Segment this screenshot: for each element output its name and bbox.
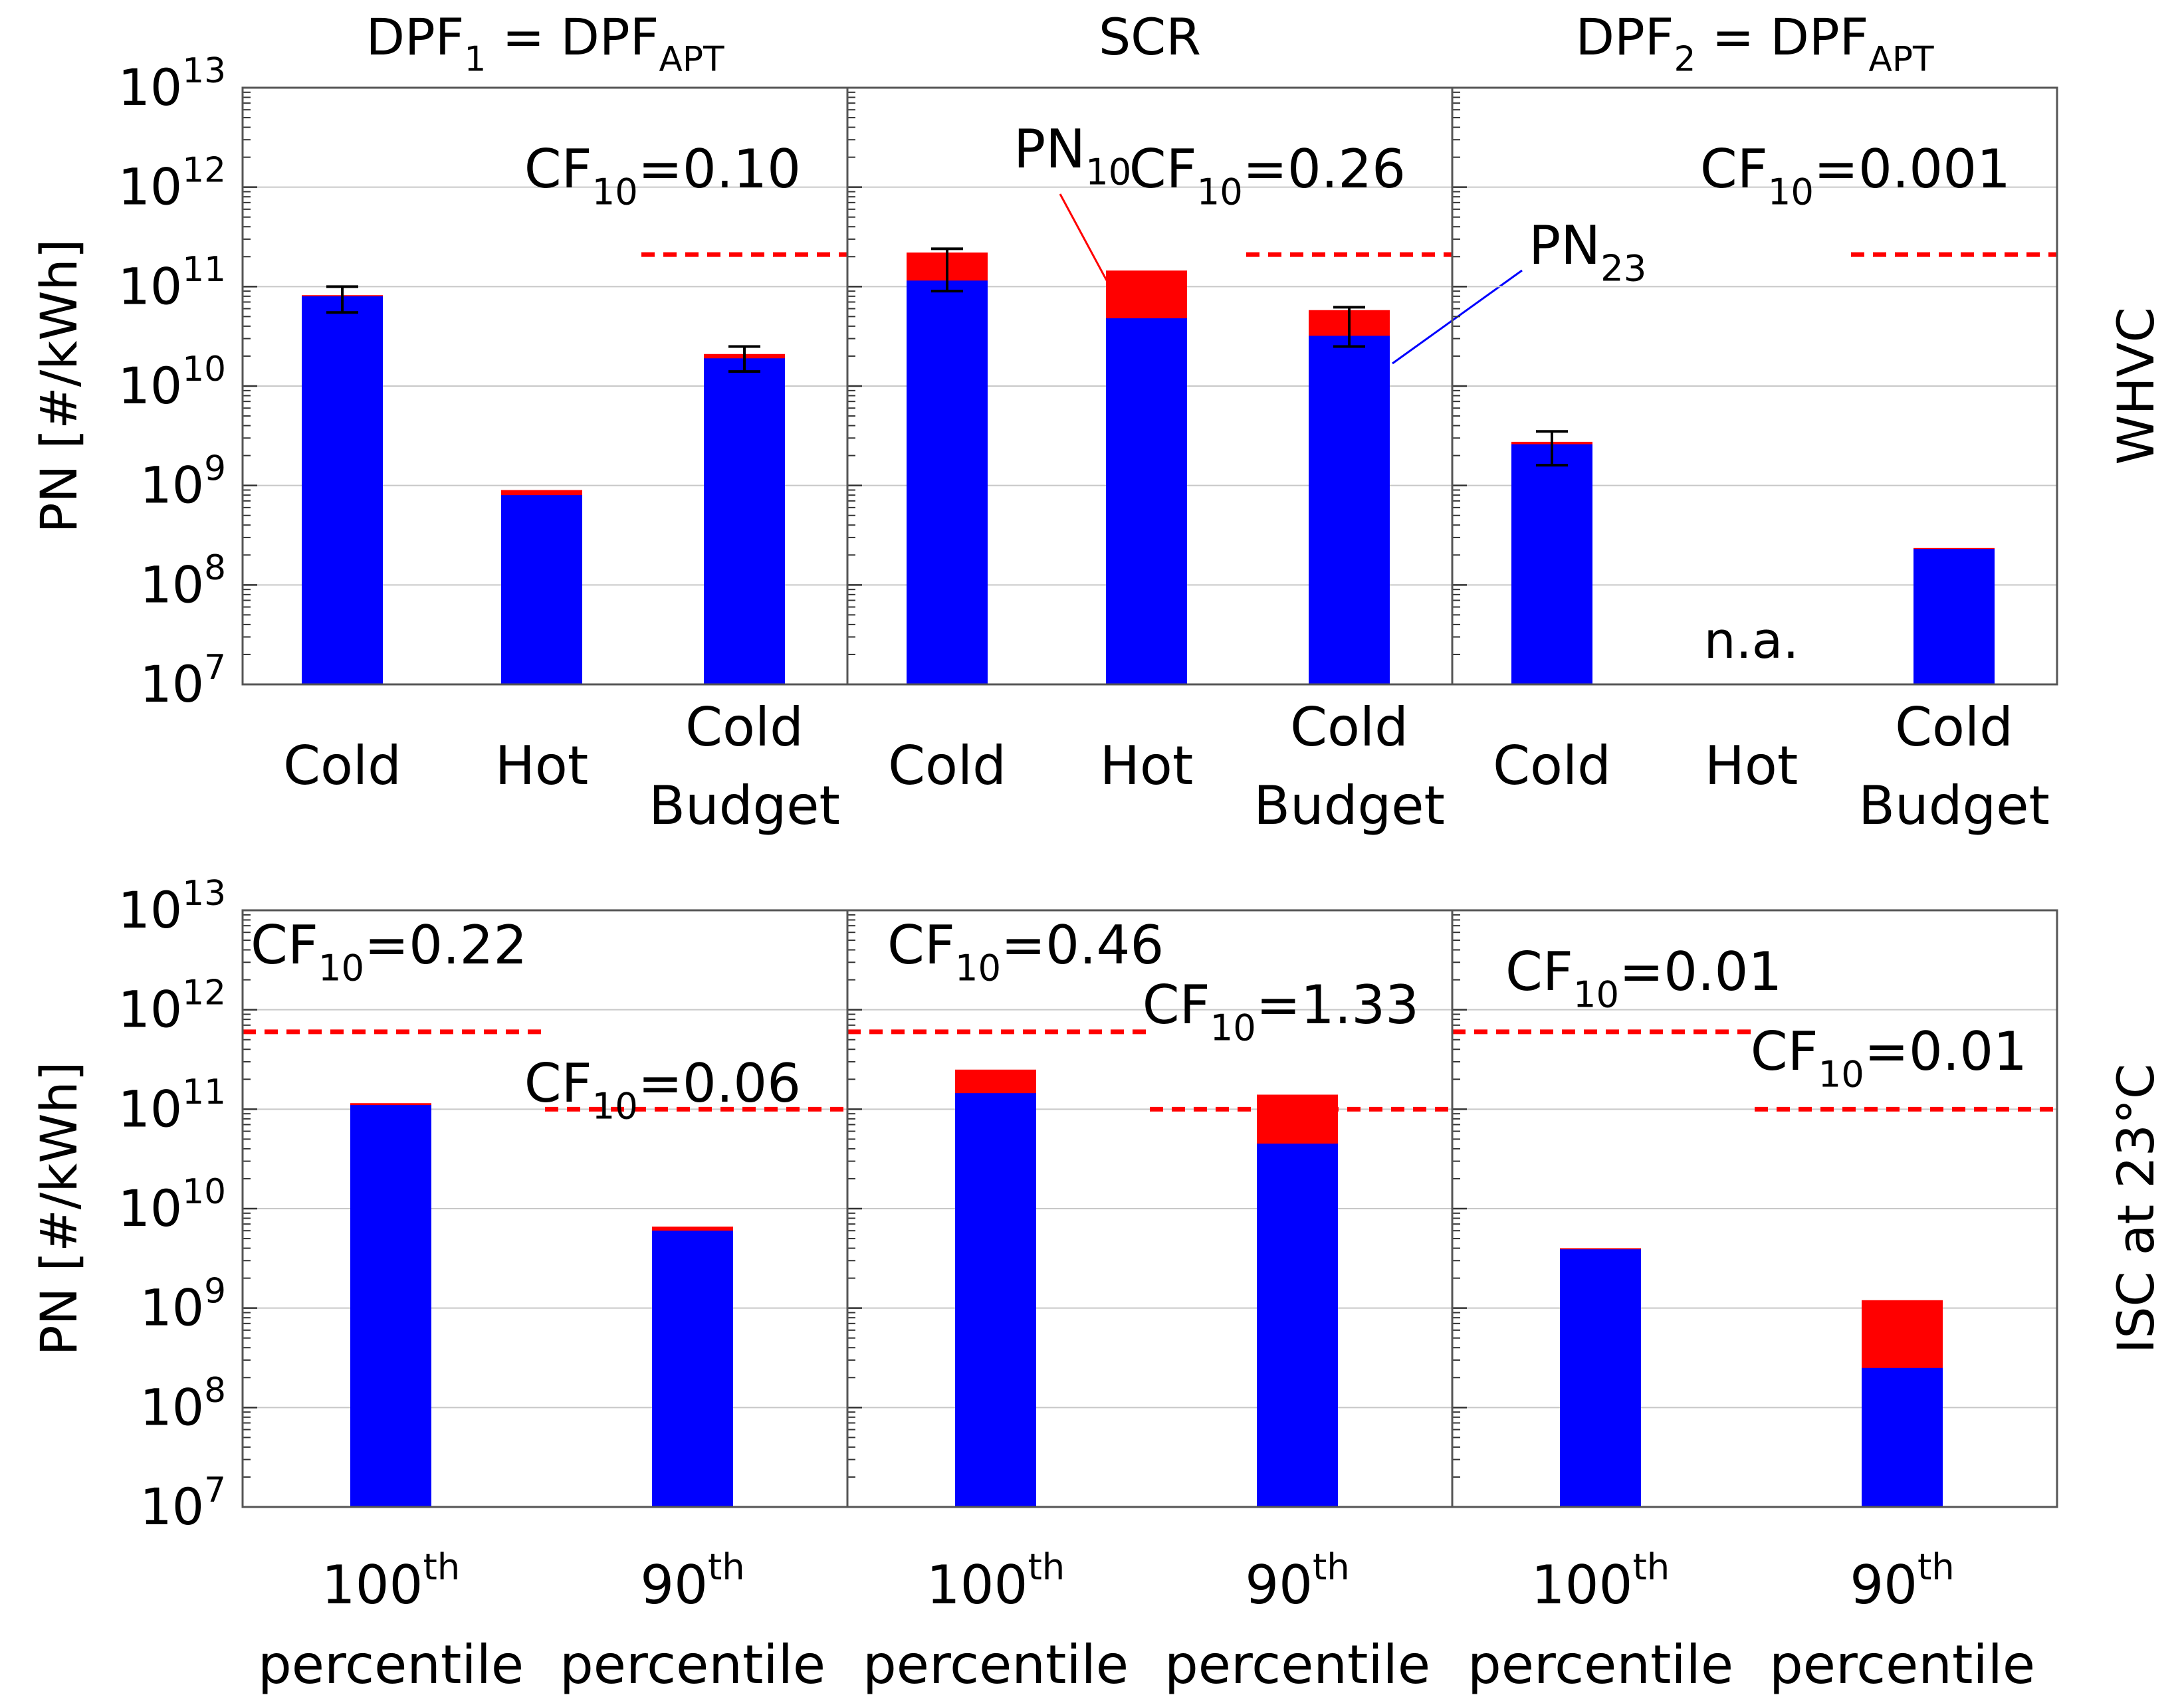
panel-1-1 — [241, 86, 849, 686]
category-label: percentile — [258, 1634, 524, 1696]
cf-annotation: CF10=0.10 — [524, 138, 801, 213]
category-label: 100th — [1531, 1546, 1670, 1616]
panel-1-3: n.a. — [1451, 86, 2058, 686]
column-title: DPF1 = DPFAPT — [366, 7, 724, 79]
category-label: percentile — [863, 1634, 1129, 1696]
bar-pn23 — [907, 280, 988, 684]
bar-pn23 — [350, 1105, 431, 1507]
category-label: 100th — [927, 1546, 1065, 1616]
y-tick-label: 1011 — [118, 250, 226, 316]
y-tick-label: 1012 — [118, 150, 226, 216]
category-label: 90th — [1245, 1546, 1350, 1616]
category-label: percentile — [1769, 1634, 2035, 1696]
y-tick-label: 108 — [140, 548, 226, 614]
category-label: Budget — [1254, 775, 1445, 837]
y-tick-label: 109 — [140, 449, 226, 514]
category-label: Hot — [1100, 735, 1193, 797]
y-tick-label: 1013 — [118, 51, 226, 117]
cf-annotation: CF10=0.01 — [1505, 941, 1782, 1016]
cf-annotation: CF10=0.01 — [1751, 1021, 2027, 1096]
y-tick-label: 107 — [140, 1470, 226, 1536]
y-tick-label: 1010 — [118, 1172, 226, 1238]
cf-annotation: CF10=0.001 — [1700, 138, 2011, 213]
category-label: Budget — [1858, 775, 2050, 837]
y-tick-label: 1012 — [118, 973, 226, 1039]
bar-pn23 — [1511, 444, 1592, 684]
cf-annotation: CF10=0.06 — [524, 1052, 801, 1128]
y-tick-label: 1010 — [118, 350, 226, 415]
category-label: Cold — [888, 735, 1006, 797]
y-tick-label: 109 — [140, 1271, 226, 1337]
cf-annotation: CF10=0.22 — [251, 914, 527, 989]
category-label: Hot — [495, 735, 588, 797]
category-label: Cold — [1493, 735, 1611, 797]
panel-frame — [1451, 909, 2058, 1508]
category-label: 90th — [1850, 1546, 1955, 1616]
category-label: Hot — [1705, 735, 1798, 797]
panel-frame — [1451, 86, 2058, 686]
y-tick-label: 1013 — [118, 874, 226, 940]
cf-annotation: CF10=0.26 — [1129, 138, 1406, 213]
y-tick-label: 108 — [140, 1371, 226, 1437]
cf-annotation: CF10=1.33 — [1143, 974, 1419, 1049]
y-tick-label: 107 — [140, 648, 226, 714]
category-label: percentile — [1164, 1634, 1430, 1696]
panel-2-3 — [1451, 909, 2058, 1508]
bar-pn23 — [1106, 318, 1187, 684]
na-label: n.a. — [1703, 611, 1799, 670]
category-label: Budget — [649, 775, 840, 837]
leader-line-pn10 — [1059, 193, 1108, 281]
y-tick-label: 1011 — [118, 1072, 226, 1138]
series-label-pn10: PN10 — [1014, 118, 1131, 193]
bar-pn23 — [302, 296, 383, 684]
y-axis-label: PN [#/kWh] — [29, 1062, 88, 1356]
bar-pn23 — [1257, 1144, 1338, 1507]
bar-pn23 — [1913, 549, 1995, 684]
category-label: Cold — [1290, 696, 1408, 758]
category-label: Cold — [685, 696, 804, 758]
row-label: ISC at 23°C — [2106, 1064, 2165, 1353]
category-label: 90th — [640, 1546, 745, 1616]
bar-pn23 — [652, 1231, 733, 1507]
category-label: Cold — [1895, 696, 2013, 758]
y-axis-label: PN [#/kWh] — [29, 239, 88, 534]
panel-2-2 — [846, 909, 1454, 1508]
bar-pn23 — [704, 358, 785, 684]
column-title: DPF2 = DPFAPT — [1575, 7, 1934, 79]
series-label-pn23: PN23 — [1529, 215, 1646, 290]
category-label: 100th — [322, 1546, 461, 1616]
category-label: Cold — [283, 735, 401, 797]
column-title: SCR — [1099, 7, 1201, 66]
bar-pn23 — [1560, 1249, 1641, 1507]
cf-annotation: CF10=0.46 — [887, 914, 1164, 989]
bar-pn23 — [501, 495, 582, 684]
panel-2-1 — [241, 909, 849, 1508]
bar-pn23 — [955, 1093, 1036, 1507]
category-label: percentile — [1468, 1634, 1733, 1696]
bar-pn23 — [1862, 1367, 1943, 1507]
panel-1-2 — [846, 86, 1454, 686]
category-label: percentile — [560, 1634, 825, 1696]
row-label: WHVC — [2106, 307, 2165, 464]
bar-pn23 — [1309, 336, 1390, 684]
